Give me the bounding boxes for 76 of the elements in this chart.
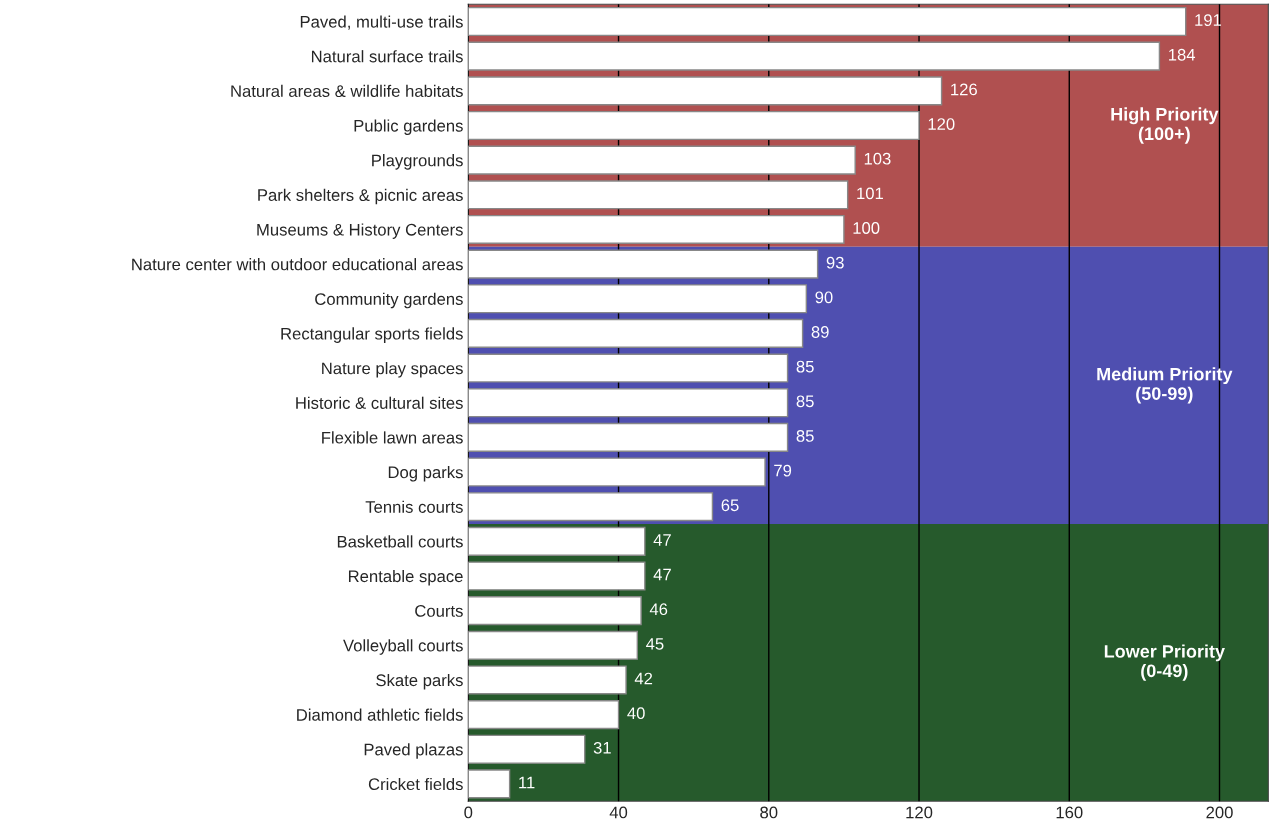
x-tick-label: 40: [609, 806, 628, 819]
data-label: 11: [519, 776, 535, 789]
bar: [468, 318, 804, 348]
y-tick-label: Natural surface trails: [311, 50, 463, 63]
x-tick-label: 120: [906, 806, 933, 819]
data-label: 90: [815, 291, 833, 304]
y-tick-label: Natural areas & wildlife habitats: [231, 84, 463, 98]
y-tick-label: Basketball courts: [337, 535, 463, 548]
data-label: 184: [1169, 48, 1196, 61]
y-tick-label: Historic & cultural sites: [296, 396, 463, 409]
bar: [468, 700, 620, 730]
y-tick-label: Paved, multi-use trails: [300, 15, 463, 30]
data-label: 45: [646, 638, 664, 650]
data-label: 103: [864, 152, 891, 165]
data-label: 79: [774, 464, 792, 477]
bar: [468, 630, 639, 660]
bar: [468, 249, 819, 279]
data-label: 120: [928, 118, 955, 130]
y-tick-label: Playgrounds: [372, 154, 463, 170]
y-tick-label: Tennis courts: [365, 500, 463, 513]
data-label: 85: [796, 395, 814, 408]
bar: [468, 388, 789, 418]
bar: [468, 214, 845, 245]
y-tick-label: Cricket fields: [368, 777, 463, 791]
x-tick-label: 0: [464, 806, 473, 819]
data-label: 47: [653, 568, 671, 581]
data-label: 40: [627, 707, 645, 720]
bar: [468, 422, 789, 452]
y-tick-label: Park shelters & picnic areas: [258, 188, 463, 205]
bar: [468, 457, 766, 487]
data-label: 85: [796, 430, 814, 442]
bar: [468, 41, 1161, 71]
data-label: 42: [634, 672, 653, 685]
bar: [468, 665, 627, 695]
y-tick-label: Public gardens: [354, 119, 463, 135]
bar: [468, 353, 789, 383]
data-label: 46: [649, 603, 668, 616]
bar: [468, 769, 511, 799]
y-tick-label: Flexible lawn areas: [322, 431, 463, 444]
y-tick-label: Museums & History Centers: [257, 223, 463, 239]
x-tick-label: 200: [1206, 806, 1233, 819]
y-tick-label: Rentable space: [348, 569, 463, 586]
bar: [468, 596, 642, 626]
x-tick-label: 160: [1056, 806, 1083, 819]
y-tick-label: Courts: [415, 605, 463, 617]
bar: [468, 145, 856, 175]
data-label: 47: [653, 534, 671, 546]
bar: [468, 561, 646, 591]
y-tick-label: Dog parks: [388, 465, 463, 482]
x-tick-label: 80: [760, 806, 778, 819]
bar: [468, 180, 849, 210]
data-label: 100: [853, 222, 880, 234]
y-tick-label: Community gardens: [315, 292, 463, 309]
data-label: 126: [951, 83, 977, 96]
bar: [468, 284, 808, 314]
band-label: High Priority (100+): [1111, 107, 1219, 144]
bar: [468, 492, 714, 522]
data-label: 93: [826, 256, 844, 269]
bar: [468, 6, 1187, 37]
data-label: 31: [593, 741, 611, 754]
y-tick-label: Paved plazas: [364, 743, 463, 759]
y-tick-label: Nature center with outdoor educational areas: [132, 258, 463, 271]
data-label: 101: [857, 187, 883, 200]
band-label: Lower Priority (0-49): [1104, 644, 1225, 681]
bar: [468, 76, 943, 106]
data-label: 89: [811, 326, 829, 338]
data-label: 85: [796, 360, 814, 373]
data-label: 65: [721, 499, 739, 512]
bar: [468, 526, 646, 556]
y-tick-label: Nature play spaces: [322, 362, 463, 378]
y-tick-label: Diamond athletic fields: [297, 708, 463, 721]
bar: [468, 110, 920, 141]
bar: [468, 734, 586, 764]
y-tick-label: Skate parks: [376, 673, 463, 690]
y-tick-label: Rectangular sports fields: [281, 327, 463, 343]
y-tick-label: Volleyball courts: [343, 639, 463, 655]
